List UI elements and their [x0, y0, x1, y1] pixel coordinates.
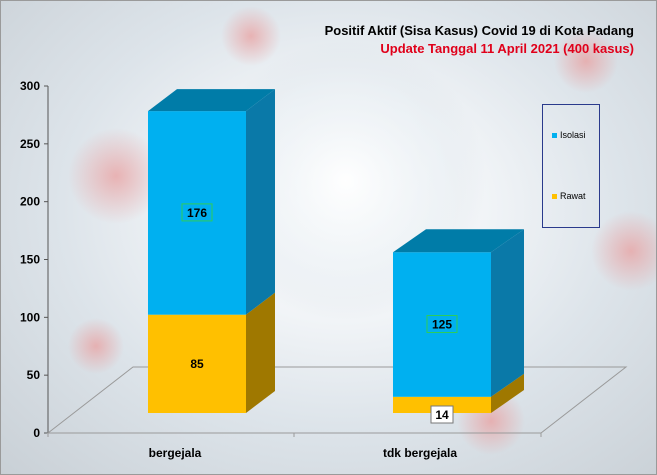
data-label-box: [426, 315, 458, 334]
legend-item-isolasi: Isolasi: [552, 130, 586, 140]
legend-swatch-isolasi: [552, 133, 557, 139]
virus-shape-right: [591, 211, 656, 291]
x-axis-labels: bergejala tdk bergejala: [149, 446, 458, 460]
chart-title: Positif Aktif (Sisa Kasus) Covid 19 di K…: [324, 23, 634, 38]
y-tick-label: 200: [20, 195, 40, 209]
bar-side-rawat: [246, 292, 275, 413]
bar-top-isolasi: [148, 89, 275, 112]
bars: [148, 89, 524, 413]
virus-shape-bottom-left: [68, 318, 124, 374]
y-tick-label: 0: [33, 426, 40, 440]
y-tick-label: 50: [27, 368, 41, 382]
bar-side-rawat: [491, 373, 524, 413]
legend-label-isolasi: Isolasi: [560, 130, 586, 140]
virus-shape-top: [221, 6, 281, 66]
bar-rawat: [148, 314, 246, 413]
bar-side-isolasi: [491, 229, 524, 397]
y-axis: 0 50 100 150 200 250 300: [20, 79, 49, 440]
data-label-box: [181, 203, 213, 222]
virus-shape-left: [68, 128, 164, 224]
y-tick-label: 300: [20, 79, 40, 93]
legend-swatch-rawat: [552, 194, 557, 200]
chart-floor-plane: [46, 366, 628, 434]
data-label-isolasi: 125: [432, 318, 452, 332]
legend: Isolasi Rawat: [542, 104, 600, 228]
x-category-label: bergejala: [149, 446, 202, 460]
legend-item-rawat: Rawat: [552, 191, 586, 201]
y-tick-label: 150: [20, 253, 40, 267]
legend-label-rawat: Rawat: [560, 191, 586, 201]
data-label-rawat: 14: [435, 408, 449, 422]
x-category-label: tdk bergejala: [383, 446, 457, 460]
bar-top-isolasi: [393, 229, 524, 253]
chart-floor: [46, 366, 628, 437]
y-tick-label: 100: [20, 310, 40, 324]
bar-side-isolasi: [246, 89, 275, 315]
data-label-isolasi: 176: [187, 206, 207, 220]
chart-subtitle: Update Tanggal 11 April 2021 (400 kasus): [380, 41, 634, 56]
data-label-rawat: 85: [190, 357, 204, 371]
bar-rawat: [393, 396, 491, 413]
y-tick-label: 250: [20, 137, 40, 151]
virus-shape-top-right: [554, 29, 618, 93]
data-labels: 85 176 14 125: [181, 203, 458, 424]
data-label-box: [430, 405, 454, 424]
